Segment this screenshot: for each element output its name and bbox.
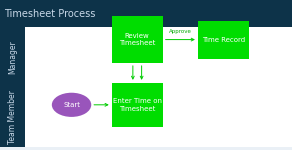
FancyBboxPatch shape	[0, 27, 25, 87]
Text: Manager: Manager	[8, 40, 17, 74]
Text: Start: Start	[63, 102, 80, 108]
Text: Time Record: Time Record	[202, 37, 245, 43]
Text: Enter Time on
Timesheet: Enter Time on Timesheet	[113, 98, 162, 112]
FancyBboxPatch shape	[25, 27, 292, 147]
FancyBboxPatch shape	[198, 21, 249, 59]
Text: Review
Timesheet: Review Timesheet	[119, 33, 155, 46]
Text: Reject: Reject	[143, 88, 160, 93]
Text: Submit: Submit	[112, 88, 131, 93]
Text: Timesheet Process: Timesheet Process	[4, 9, 96, 19]
Text: Approve: Approve	[169, 29, 192, 34]
Ellipse shape	[52, 93, 91, 117]
FancyBboxPatch shape	[112, 16, 163, 63]
FancyBboxPatch shape	[0, 0, 292, 27]
Text: Team Member: Team Member	[8, 90, 17, 144]
FancyBboxPatch shape	[112, 83, 163, 127]
FancyBboxPatch shape	[0, 87, 25, 147]
